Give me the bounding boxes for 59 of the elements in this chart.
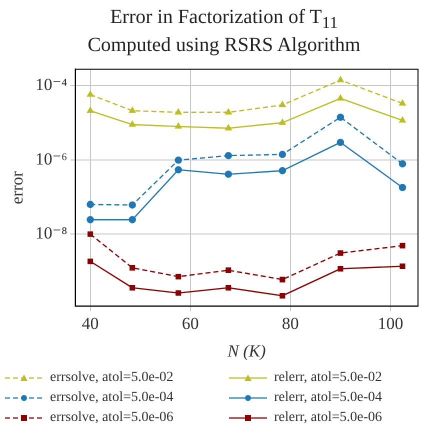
legend-label: relerr, atol=5.0e-04 <box>274 390 382 406</box>
point <box>337 76 344 82</box>
point <box>87 90 94 97</box>
point <box>226 285 232 291</box>
point <box>175 122 182 129</box>
y-axis-title: error <box>8 170 27 204</box>
point <box>279 101 286 108</box>
point <box>399 116 406 123</box>
point <box>400 242 406 248</box>
x-axis-title: N (K) <box>226 341 266 360</box>
point <box>224 152 232 160</box>
point <box>176 274 182 280</box>
point <box>174 156 182 164</box>
point <box>88 258 94 264</box>
point <box>176 290 182 296</box>
x-tick-label: 100 <box>378 314 404 333</box>
point <box>128 216 136 224</box>
point <box>400 263 406 269</box>
point <box>224 170 232 178</box>
chart-subtitle: Computed using RSRS Algorithm <box>86 34 362 56</box>
y-tick-label: 10⁻⁸ <box>35 224 68 243</box>
point <box>278 150 286 158</box>
legend-label: relerr, atol=5.0e-02 <box>274 370 382 386</box>
point <box>130 285 136 291</box>
point <box>128 201 136 209</box>
point <box>86 216 94 224</box>
point <box>278 167 286 174</box>
point <box>337 94 344 101</box>
point <box>175 108 182 114</box>
chart-title: Error in Factorization of T$_{11}$ <box>109 6 339 34</box>
point <box>86 200 94 208</box>
point <box>226 267 232 273</box>
y-tick-label: 10⁻⁴ <box>35 74 68 94</box>
point <box>130 265 136 271</box>
point <box>87 107 94 113</box>
x-tick-label: 40 <box>82 314 99 333</box>
legend-label: relerr, atol=5.0e-06 <box>274 410 382 426</box>
point <box>225 124 232 130</box>
point <box>174 166 182 174</box>
legend-label: errsolve, atol=5.0e-04 <box>50 390 174 406</box>
legend-label: errsolve, atol=5.0e-02 <box>50 370 174 386</box>
x-tick-label: 80 <box>282 314 299 333</box>
point <box>88 231 94 237</box>
point <box>129 107 136 113</box>
point <box>129 120 136 127</box>
legend-label: errsolve, atol=5.0e-06 <box>50 410 174 426</box>
y-tick-label: 10⁻⁶ <box>35 149 68 168</box>
point <box>280 292 286 299</box>
point <box>338 266 344 272</box>
x-tick-label: 60 <box>182 314 199 333</box>
point <box>398 160 406 168</box>
point <box>225 108 232 114</box>
point <box>279 119 286 125</box>
point <box>399 100 406 106</box>
point <box>280 276 286 282</box>
point <box>336 138 344 146</box>
point <box>398 184 406 192</box>
point <box>338 250 344 256</box>
point <box>336 114 344 121</box>
